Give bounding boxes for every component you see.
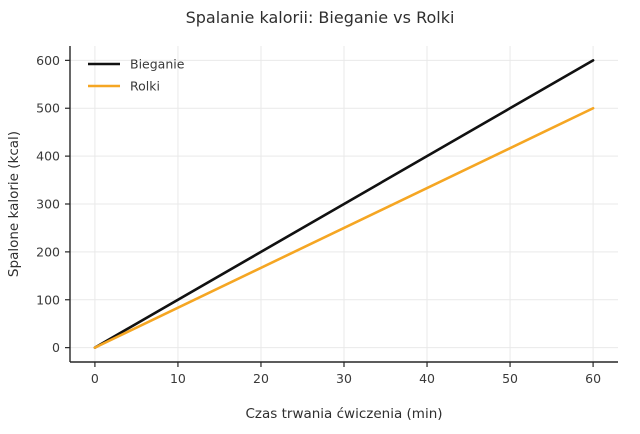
x-axis-label: Czas trwania ćwiczenia (min) [245, 406, 442, 422]
y-tick-label: 0 [52, 340, 60, 355]
y-tick-label: 200 [36, 244, 60, 259]
legend-label-rolki: Rolki [130, 79, 160, 94]
y-axis-label: Spalone kalorie (kcal) [6, 131, 22, 277]
series-line-rolki [93, 106, 595, 349]
chart-title: Spalanie kalorii: Bieganie vs Rolki [185, 8, 455, 27]
y-tick-label: 600 [36, 53, 60, 68]
x-tick-label: 60 [585, 371, 601, 386]
x-tick-label: 40 [419, 371, 435, 386]
x-tick-label: 30 [336, 371, 352, 386]
y-tick-label: 100 [36, 292, 60, 307]
series-line-bieganie [93, 59, 595, 349]
y-tick-label: 400 [36, 149, 60, 164]
legend-label-bieganie: Bieganie [130, 57, 185, 72]
y-tick-label: 500 [36, 101, 60, 116]
y-tick-label: 300 [36, 197, 60, 212]
x-tick-label: 0 [91, 371, 99, 386]
x-tick-label: 50 [502, 371, 518, 386]
x-tick-label: 10 [170, 371, 186, 386]
x-tick-label: 20 [253, 371, 269, 386]
